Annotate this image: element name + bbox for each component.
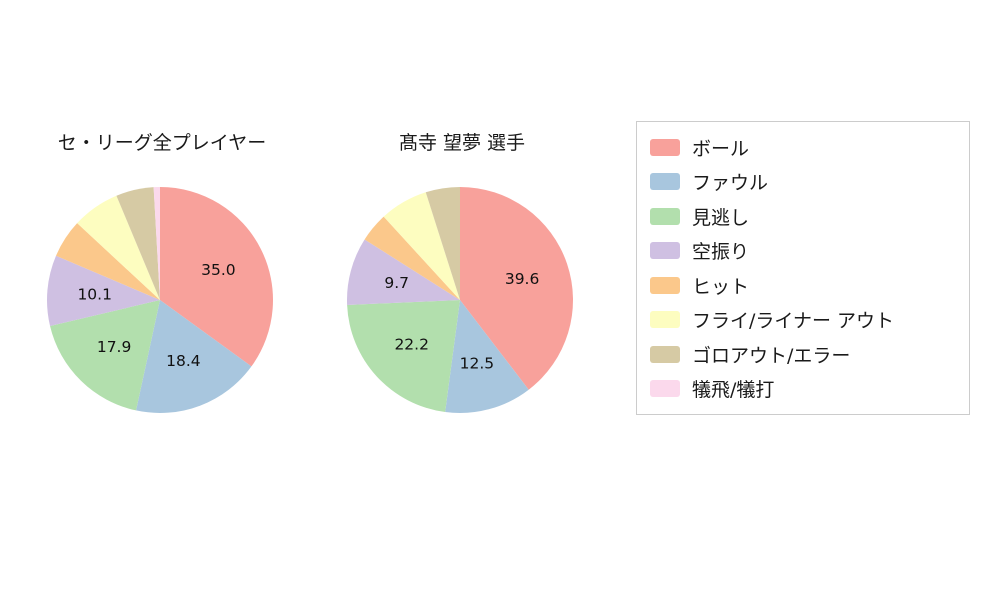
legend-item: 犠飛/犠打 <box>650 374 959 404</box>
pie-slice-3 <box>46 255 160 327</box>
legend-label: 空振り <box>692 241 750 264</box>
legend-swatch <box>650 242 680 260</box>
pie-slice-5 <box>77 195 160 300</box>
slice-value-label: 39.6 <box>505 270 540 288</box>
pie-slice-2 <box>347 300 460 413</box>
slice-value-label: 18.4 <box>166 352 201 370</box>
legend-label: 見逃し <box>692 206 750 229</box>
legend-label: ボール <box>692 137 750 160</box>
legend-label: フライ/ライナー アウト <box>692 310 895 333</box>
legend-swatch <box>650 311 680 329</box>
slice-value-label: 22.2 <box>394 335 429 353</box>
legend-item: 空振り <box>650 236 959 266</box>
legend-swatch <box>650 138 680 156</box>
slice-value-label: 12.5 <box>460 354 495 372</box>
legend-item: フライ/ライナー アウト <box>650 305 959 335</box>
legend-swatch <box>650 380 680 398</box>
slice-value-label: 10.1 <box>77 285 112 303</box>
legend-swatch <box>650 207 680 225</box>
pie-slice-4 <box>56 223 160 300</box>
legend: ボールファウル見逃し空振りヒットフライ/ライナー アウト ゴロアウト/エラー 犠飛/… <box>636 121 970 415</box>
legend-item: 見逃し <box>650 201 959 231</box>
pie-slice-0 <box>160 187 274 367</box>
pie-slice-0 <box>460 187 574 390</box>
pie-slice-1 <box>445 300 529 414</box>
legend-label: ファウル <box>692 172 769 195</box>
pie-title-league: セ・リーグ全プレイヤー <box>57 132 267 154</box>
pie-slice-6 <box>116 187 160 300</box>
legend-swatch <box>650 173 680 191</box>
slice-value-label: 35.0 <box>201 261 236 279</box>
legend-item: ヒット <box>650 270 959 300</box>
slice-value-label: 17.9 <box>97 338 132 356</box>
pie-slice-7 <box>153 187 160 300</box>
legend-swatch <box>650 276 680 294</box>
pie-chart-player: 39.6 12.5 22.2 9.7 <box>347 187 574 414</box>
pie-chart-league: 35.0 18.4 17.9 10.1 <box>46 187 274 413</box>
pie-slice-2 <box>50 300 160 411</box>
legend-label: 犠飛/犠打 <box>692 379 775 402</box>
pie-slice-1 <box>136 300 252 413</box>
legend-item: ゴロアウト/エラー <box>650 339 959 369</box>
slice-value-label: 9.7 <box>384 274 409 292</box>
legend-label: ゴロアウト/エラー <box>692 344 851 367</box>
pie-title-player: 髙寺 望夢 選手 <box>398 132 526 154</box>
pie-slice-6 <box>425 187 460 300</box>
legend-swatch <box>650 345 680 363</box>
legend-item: ボール <box>650 132 959 162</box>
pie-slice-4 <box>364 216 460 300</box>
pie-slice-5 <box>383 192 460 300</box>
legend-item: ファウル <box>650 167 959 197</box>
legend-label: ヒット <box>692 275 750 298</box>
pie-slice-3 <box>347 239 460 305</box>
